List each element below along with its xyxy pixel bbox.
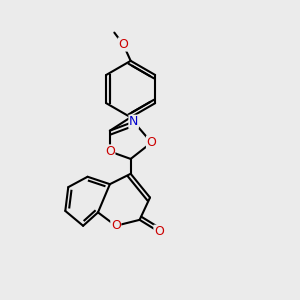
Text: N: N <box>129 115 138 128</box>
Text: O: O <box>146 136 156 149</box>
Text: O: O <box>154 225 164 238</box>
Text: O: O <box>105 145 115 158</box>
Text: O: O <box>118 38 128 51</box>
Text: O: O <box>111 219 121 232</box>
